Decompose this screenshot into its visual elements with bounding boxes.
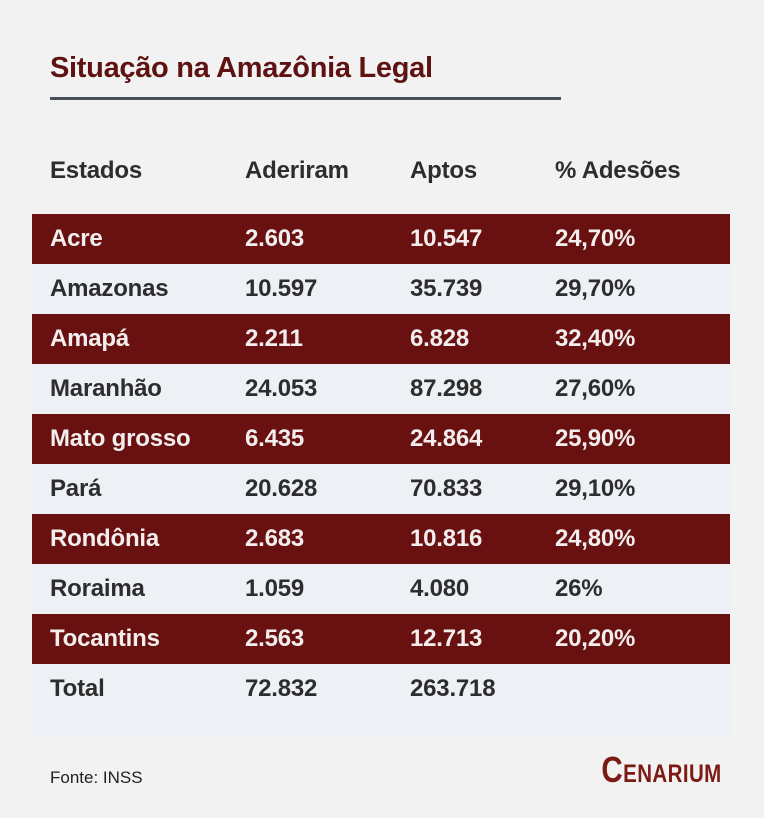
cell-state: Acre bbox=[50, 225, 103, 252]
cell-aptos: 87.298 bbox=[410, 375, 483, 402]
table-body: Acre 2.603 10.547 24,70% Amazonas 10.597… bbox=[32, 214, 730, 737]
table-row: Acre 2.603 10.547 24,70% bbox=[32, 214, 730, 264]
cell-state: Tocantins bbox=[50, 625, 160, 652]
cell-aptos: 263.718 bbox=[410, 675, 496, 702]
cell-aptos: 10.547 bbox=[410, 225, 483, 252]
cell-aptos: 6.828 bbox=[410, 325, 470, 352]
cell-aptos: 4.080 bbox=[410, 575, 470, 602]
table-row: Tocantins 2.563 12.713 20,20% bbox=[32, 614, 730, 664]
cell-aderiram: 1.059 bbox=[245, 575, 305, 602]
table-row: Mato grosso 6.435 24.864 25,90% bbox=[32, 414, 730, 464]
cell-pct: 29,10% bbox=[555, 475, 636, 502]
cenarium-logo-initial: C bbox=[601, 749, 624, 790]
cell-state: Roraima bbox=[50, 575, 145, 602]
cell-state: Amazonas bbox=[50, 275, 169, 302]
cell-state: Pará bbox=[50, 475, 102, 502]
cenarium-logo: CENARIUM bbox=[602, 750, 722, 798]
cell-aptos: 12.713 bbox=[410, 625, 483, 652]
cenarium-logo-rest: ENARIUM bbox=[623, 760, 722, 788]
cell-aderiram: 10.597 bbox=[245, 275, 318, 302]
cell-aptos: 70.833 bbox=[410, 475, 483, 502]
cell-aptos: 35.739 bbox=[410, 275, 483, 302]
table-row: Amazonas 10.597 35.739 29,70% bbox=[32, 264, 730, 314]
cell-state: Total bbox=[50, 675, 105, 702]
cell-pct: 20,20% bbox=[555, 625, 636, 652]
cell-aderiram: 20.628 bbox=[245, 475, 318, 502]
cell-aderiram: 2.563 bbox=[245, 625, 305, 652]
table-row: Amapá 2.211 6.828 32,40% bbox=[32, 314, 730, 364]
column-header-aptos: Aptos bbox=[410, 157, 477, 184]
page-title: Situação na Amazônia Legal bbox=[50, 52, 433, 84]
source-note: Fonte: INSS bbox=[50, 768, 143, 787]
table-row: Maranhão 24.053 87.298 27,60% bbox=[32, 364, 730, 414]
title-underline bbox=[50, 97, 561, 100]
table-row: Pará 20.628 70.833 29,10% bbox=[32, 464, 730, 514]
cell-state: Mato grosso bbox=[50, 425, 191, 452]
column-header-aderiram: Aderiram bbox=[245, 157, 349, 184]
cell-aderiram: 2.603 bbox=[245, 225, 305, 252]
cell-pct: 27,60% bbox=[555, 375, 636, 402]
table-row: Total 72.832 263.718 bbox=[32, 664, 730, 714]
table-row: Roraima 1.059 4.080 26% bbox=[32, 564, 730, 614]
cell-state: Rondônia bbox=[50, 525, 160, 552]
table-row: Rondônia 2.683 10.816 24,80% bbox=[32, 514, 730, 564]
cell-state: Maranhão bbox=[50, 375, 162, 402]
cell-aderiram: 2.211 bbox=[245, 325, 303, 352]
cell-pct: 32,40% bbox=[555, 325, 636, 352]
cell-state: Amapá bbox=[50, 325, 130, 352]
table-header-row: Estados Aderiram Aptos % Adesões bbox=[50, 146, 730, 196]
cell-aderiram: 24.053 bbox=[245, 375, 318, 402]
cell-aderiram: 6.435 bbox=[245, 425, 305, 452]
cell-pct: 24,70% bbox=[555, 225, 636, 252]
cell-aderiram: 2.683 bbox=[245, 525, 305, 552]
cell-pct: 26% bbox=[555, 575, 603, 602]
cell-pct: 24,80% bbox=[555, 525, 636, 552]
cell-aderiram: 72.832 bbox=[245, 675, 318, 702]
cell-aptos: 10.816 bbox=[410, 525, 483, 552]
cell-pct: 25,90% bbox=[555, 425, 636, 452]
column-header-adesoes: % Adesões bbox=[555, 157, 681, 184]
cell-aptos: 24.864 bbox=[410, 425, 483, 452]
column-header-estados: Estados bbox=[50, 157, 142, 184]
cell-pct: 29,70% bbox=[555, 275, 636, 302]
